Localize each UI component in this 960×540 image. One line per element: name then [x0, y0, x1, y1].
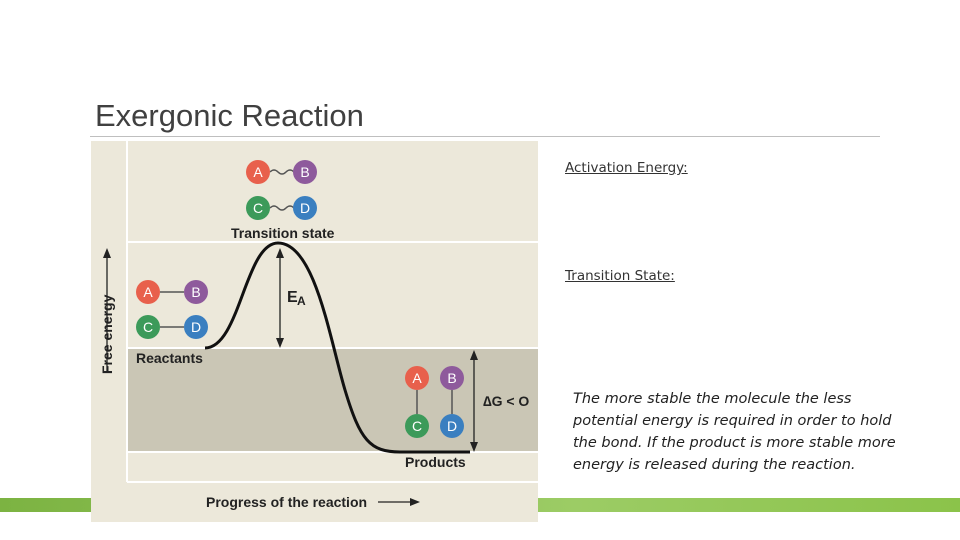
atom — [184, 315, 208, 339]
energy-curve — [204, 241, 470, 454]
atom-label: C — [412, 418, 422, 434]
title-rule — [90, 136, 880, 137]
atom-label: B — [191, 284, 200, 300]
atom — [246, 160, 270, 184]
products-label: Products — [405, 454, 466, 470]
bonds — [160, 169, 453, 414]
atom-label: A — [253, 164, 263, 180]
atom-label: B — [300, 164, 309, 180]
atom — [293, 160, 317, 184]
atom-label: C — [143, 319, 153, 335]
reactants-label: Reactants — [136, 350, 203, 366]
y-axis-label: Free energy — [99, 294, 115, 374]
activation-energy-heading: Activation Energy: — [565, 160, 688, 176]
explanation: The more stable the molecule the less po… — [573, 391, 896, 473]
atom-label: A — [412, 370, 422, 386]
transition-label: Transition state — [231, 225, 335, 241]
atom — [184, 280, 208, 304]
atom — [293, 196, 317, 220]
slide-title: Exergonic Reaction — [95, 98, 364, 133]
atom — [405, 366, 429, 390]
delta-g-label: ∆G < O — [483, 393, 529, 409]
atom-label: D — [447, 418, 457, 434]
atom-label: B — [447, 370, 456, 386]
transition-state-heading: Transition State: — [565, 268, 675, 284]
energy-band — [127, 348, 538, 452]
atom-label: C — [253, 200, 263, 216]
atom-label: D — [191, 319, 201, 335]
atom — [136, 280, 160, 304]
atom — [440, 414, 464, 438]
x-axis-label: Progress of the reaction — [206, 494, 367, 510]
ea-label: E — [287, 289, 298, 306]
atom — [246, 196, 270, 220]
atoms: A B C D A B C D A B C D — [136, 160, 464, 438]
atom-label: D — [300, 200, 310, 216]
atom — [405, 414, 429, 438]
atom — [136, 315, 160, 339]
diagram: A BC DA BC DA BC D Transition state Reactants … — [91, 141, 538, 522]
ea-subscript: A — [297, 294, 306, 308]
atom — [440, 366, 464, 390]
atom-label: A — [143, 284, 153, 300]
arrows — [103, 248, 478, 506]
